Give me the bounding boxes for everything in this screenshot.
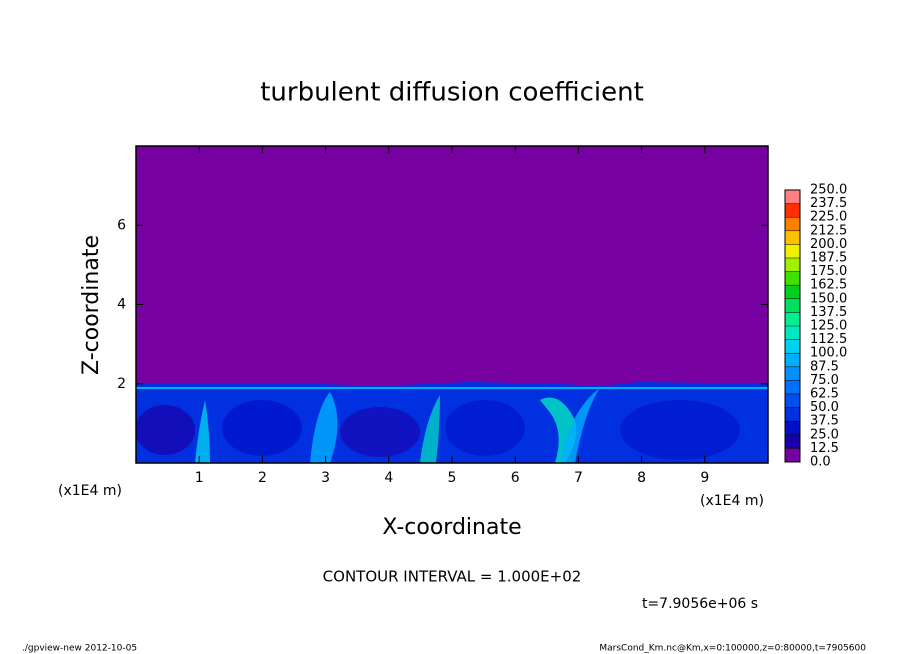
colorbar-band <box>785 339 800 354</box>
footer-right: MarsCond_Km.nc@Km,x=0:100000,z=0:80000,t… <box>599 644 866 654</box>
colorbar-label: 225.0 <box>810 210 847 225</box>
eddy <box>222 400 302 456</box>
colorbar-band <box>785 407 800 422</box>
y-tick-label: 2 <box>117 376 126 392</box>
eddy <box>340 407 420 457</box>
colorbar-label: 162.5 <box>810 278 847 293</box>
x-tick-label: 1 <box>195 470 204 486</box>
colorbar-band <box>785 298 800 313</box>
x-tick-label: 8 <box>637 470 646 486</box>
eddy <box>620 400 740 460</box>
time-label: t=7.9056e+06 s <box>642 596 758 612</box>
colorbar-label: 62.5 <box>810 387 839 402</box>
colorbar-label: 187.5 <box>810 251 847 266</box>
colorbar-band <box>785 258 800 272</box>
colorbar-band <box>785 285 800 299</box>
x-unit-left: (x1E4 m) <box>58 483 122 499</box>
eddy <box>445 400 525 456</box>
eddy <box>136 405 195 455</box>
colorbar-label: 125.0 <box>810 319 847 334</box>
colorbar-band <box>785 366 800 381</box>
chart-title: turbulent diffusion coefficient <box>260 78 644 108</box>
colorbar-label: 250.0 <box>810 183 847 198</box>
x-unit-right: (x1E4 m) <box>700 493 764 509</box>
plume <box>310 392 338 463</box>
plume <box>420 395 440 463</box>
y-tick-label: 4 <box>117 297 126 313</box>
colorbar-band <box>785 244 800 258</box>
y-tick-label: 6 <box>117 217 126 233</box>
colorbar-label: 12.5 <box>810 441 839 456</box>
colorbar-label: 137.5 <box>810 305 847 320</box>
field <box>136 146 768 463</box>
footer-left: ./gpview-new 2012-10-05 <box>22 644 137 654</box>
colorbar-label: 212.5 <box>810 223 847 238</box>
colorbar-band <box>785 217 800 231</box>
colorbar-label: 87.5 <box>810 359 839 374</box>
x-tick-label: 6 <box>511 470 520 486</box>
x-tick-label: 5 <box>448 470 457 486</box>
colorbar-label: 100.0 <box>810 346 847 361</box>
plume <box>560 388 600 463</box>
x-tick-label: 7 <box>574 470 583 486</box>
colorbar-band <box>785 190 800 204</box>
x-tick-label: 2 <box>258 470 267 486</box>
colorbar-band <box>785 434 800 449</box>
colorbar-label: 112.5 <box>810 332 847 347</box>
colorbar-band <box>785 380 800 394</box>
colorbar-label: 37.5 <box>810 414 839 429</box>
colorbar-band <box>785 271 800 286</box>
colorbar-band <box>785 230 800 245</box>
y-axis-label: Z-coordinate <box>79 235 104 375</box>
colorbar-label: 150.0 <box>810 291 847 306</box>
colorbar-band <box>785 353 800 367</box>
x-tick-label: 9 <box>700 470 709 486</box>
colorbar-label: 25.0 <box>810 427 839 442</box>
colorbar-band <box>785 448 800 462</box>
colorbar-label: 75.0 <box>810 373 839 388</box>
colorbar-band <box>785 312 800 326</box>
colorbar-label: 237.5 <box>810 196 847 211</box>
x-tick-label: 4 <box>384 470 393 486</box>
x-tick-label: 3 <box>321 470 330 486</box>
colorbar-band <box>785 326 800 340</box>
colorbar-band <box>785 421 800 435</box>
plume <box>195 400 210 463</box>
colorbar-label: 50.0 <box>810 400 839 415</box>
x-axis-label: X-coordinate <box>382 515 521 540</box>
colorbar-label: 200.0 <box>810 237 847 252</box>
colorbar-label: 0.0 <box>810 455 831 470</box>
colorbar-band <box>785 203 800 218</box>
colorbar-band <box>785 394 800 408</box>
contour-interval: CONTOUR INTERVAL = 1.000E+02 <box>323 568 582 586</box>
colorbar-label: 175.0 <box>810 264 847 279</box>
